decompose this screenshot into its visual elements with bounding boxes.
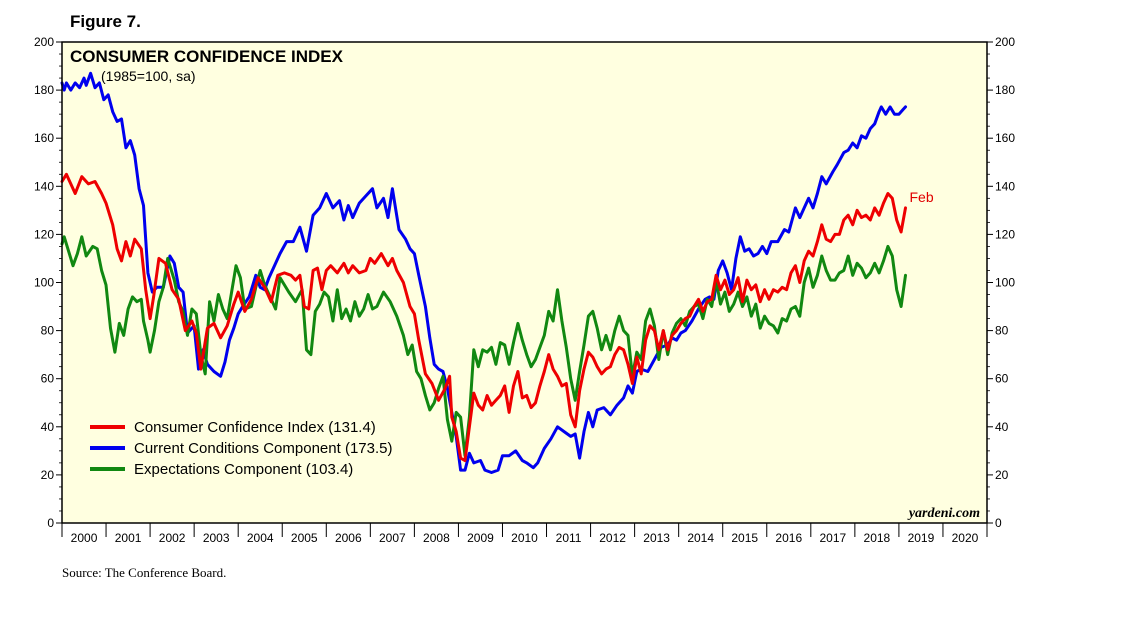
- x-tick-label: 2008: [423, 531, 450, 545]
- series-line-blue: [60, 71, 907, 474]
- x-tick-label: 2012: [599, 531, 626, 545]
- series-line-green: [60, 235, 907, 458]
- y-tick-label-right: 120: [995, 227, 1015, 241]
- series-layer: [60, 71, 907, 474]
- legend-label: Expectations Component (103.4): [134, 461, 353, 478]
- x-tick-label: 2016: [775, 531, 802, 545]
- x-tick-label: 2013: [643, 531, 670, 545]
- y-tick-label-left: 20: [41, 468, 55, 482]
- x-tick-label: 2020: [952, 531, 979, 545]
- x-tick-label: 2002: [159, 531, 186, 545]
- x-tick-label: 2005: [291, 531, 318, 545]
- y-tick-label-right: 160: [995, 131, 1015, 145]
- y-tick-label-left: 0: [47, 516, 54, 530]
- y-tick-label-right: 60: [995, 372, 1009, 386]
- legend-label: Consumer Confidence Index (131.4): [134, 419, 376, 436]
- y-tick-label-right: 80: [995, 324, 1009, 338]
- y-tick-label-left: 60: [41, 372, 55, 386]
- y-tick-label-right: 20: [995, 468, 1009, 482]
- y-tick-label-right: 140: [995, 179, 1015, 193]
- x-tick-label: 2014: [687, 531, 714, 545]
- x-tick-label: 2001: [115, 531, 142, 545]
- y-tick-label-left: 120: [34, 227, 54, 241]
- x-tick-label: 2017: [819, 531, 846, 545]
- x-tick-label: 2010: [511, 531, 538, 545]
- x-tick-label: 2006: [335, 531, 362, 545]
- figure-label: Figure 7.: [70, 12, 141, 31]
- chart-title: CONSUMER CONFIDENCE INDEX: [70, 47, 344, 66]
- x-tick-label: 2009: [467, 531, 494, 545]
- y-tick-label-left: 140: [34, 179, 54, 193]
- legend: Consumer Confidence Index (131.4) Current…: [90, 419, 392, 478]
- y-tick-label-right: 200: [995, 35, 1015, 49]
- y-tick-label-right: 100: [995, 276, 1015, 290]
- y-tick-label-right: 180: [995, 83, 1015, 97]
- source-note: Source: The Conference Board.: [62, 565, 227, 580]
- chart-subtitle: (1985=100, sa): [101, 68, 196, 84]
- legend-label: Current Conditions Component (173.5): [134, 440, 392, 457]
- plot-background: [62, 42, 987, 523]
- x-tick-label: 2018: [864, 531, 891, 545]
- y-tick-label-left: 100: [34, 276, 54, 290]
- x-tick-label: 2007: [379, 531, 406, 545]
- brand-label: yardeni.com: [907, 506, 980, 521]
- series-line-red: [60, 172, 907, 462]
- y-tick-label-left: 80: [41, 324, 55, 338]
- y-tick-label-left: 180: [34, 83, 54, 97]
- x-tick-label: 2011: [556, 531, 582, 545]
- x-tick-label: 2000: [71, 531, 98, 545]
- y-tick-label-left: 200: [34, 35, 54, 49]
- y-tick-label-left: 40: [41, 420, 55, 434]
- y-tick-label-left: 160: [34, 131, 54, 145]
- x-tick-label: 2003: [203, 531, 230, 545]
- y-tick-label-right: 40: [995, 420, 1009, 434]
- x-tick-label: 2019: [908, 531, 935, 545]
- x-tick-label: 2004: [247, 531, 274, 545]
- y-tick-label-right: 0: [995, 516, 1002, 530]
- plot-frame: [61, 41, 988, 524]
- x-tick-label: 2015: [731, 531, 758, 545]
- latest-month-annotation: Feb: [910, 189, 934, 205]
